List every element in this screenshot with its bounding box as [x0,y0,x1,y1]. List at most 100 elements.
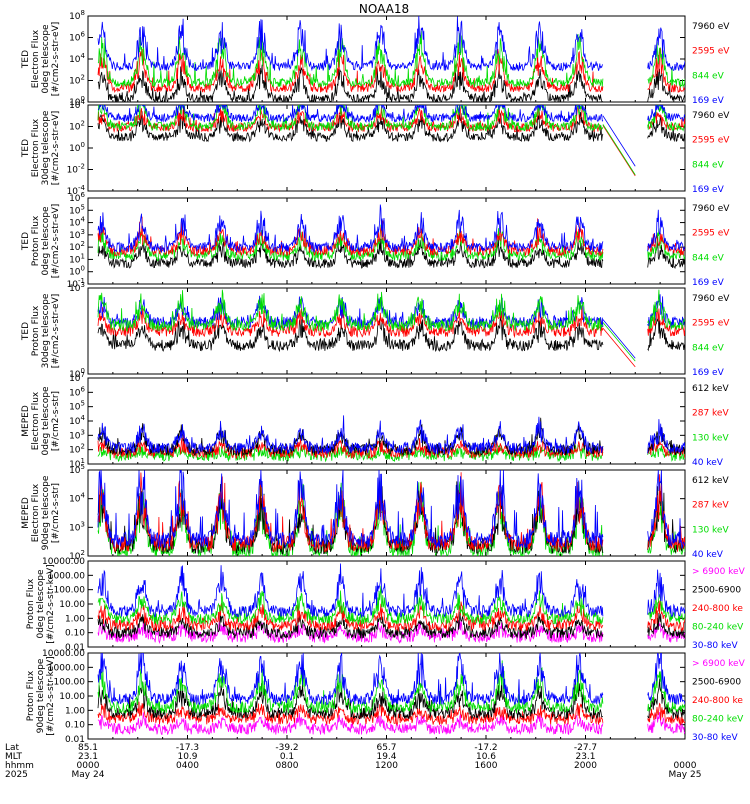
series-trace-7-5-2 [647,569,685,617]
x-tick-label: 0000 [674,761,697,771]
series-trace-3-1-2 [647,234,685,270]
y-axis-label: TED [21,322,31,341]
ytick-label: 100 [69,367,85,380]
y-axis-label: [#/cm2-s-str] [51,391,61,451]
x-tick-label: May 25 [669,770,702,780]
y-axis-label: Electron Flux [31,483,41,542]
ytick-label: 1.00 [65,614,85,624]
series-trace-8-2-2 [647,702,685,726]
legend-entry: 844 eV [692,71,725,81]
legend-entry: 169 eV [692,185,725,195]
ytick-label: 10.00 [59,600,85,610]
ytick-label: 100.00 [54,678,86,688]
ytick-label: 103 [69,228,85,241]
legend-entry: 844 eV [692,253,725,263]
gap-interpolation-line [602,125,636,177]
plot-title: NOAA18 [359,2,409,16]
legend-entry: 240-800 ke [692,604,743,614]
y-axis-label: Electron Flux [31,118,41,177]
y-axis-label: [#/cm2-s-str-eV] [51,204,61,279]
series-trace-3-1-1 [97,238,604,269]
y-axis-label: TED [21,139,31,158]
x-tick-label: 0400 [176,761,199,771]
x-tick-label: 1600 [475,761,498,771]
ytick-label: 10000.00 [42,649,85,659]
x-tick-label: -39.2 [275,743,298,753]
legend-entry: 612 keV [692,476,729,486]
ytick-label: 101 [69,457,85,470]
series-trace-3-4-1 [97,204,604,254]
x-tick-label: 23.1 [575,752,595,762]
ytick-label: 1.00 [65,706,85,716]
ytick-label: 102 [69,240,85,253]
gap-interpolation-line [602,115,636,167]
x-row-label: 2025 [5,770,28,780]
y-axis-label: [#/cm2-s-str-keV] [46,656,56,735]
series-trace-2-1-1 [97,106,604,143]
ytick-label: 100 [69,265,85,278]
x-tick-label: 85.1 [78,743,98,753]
ytick-label: 0.01 [65,735,85,745]
legend-entry: 80-240 keV [692,623,744,633]
series-trace-8-1-2 [647,712,685,735]
x-row-label: Lat [5,743,20,753]
ytick-label: 103 [69,281,85,294]
series-trace-3-3-2 [647,233,685,256]
x-tick-label: 0000 [77,761,100,771]
series-trace-3-2-1 [97,224,604,262]
series-trace-1-3-2 [647,42,685,89]
legend-entry: 7960 eV [692,294,730,304]
ytick-label: 106 [69,31,85,44]
y-axis-label: 0deg telescope [41,386,51,456]
ytick-label: 100.00 [54,586,86,596]
ytick-label: 104 [69,414,85,427]
series-trace-7-4-1 [97,585,604,626]
x-tick-label: -17.3 [176,743,199,753]
ytick-label: 104 [69,52,85,65]
y-axis-label: 30deg telescope [41,110,51,185]
series-trace-8-4-1 [97,660,604,715]
y-axis-label: [#/cm2-s-str-keV] [46,564,56,643]
series-trace-4-1-1 [97,312,604,353]
legend-entry: 2595 eV [692,136,730,146]
series-trace-2-1-2 [647,115,685,143]
y-axis-label: TED [21,50,31,69]
y-axis-label: [#/cm2-s-str-eV] [51,111,61,186]
series-trace-6-4-1 [97,470,604,549]
ytick-label: 105 [69,400,85,413]
x-tick-label: 0800 [276,761,299,771]
x-tick-label: -27.7 [574,743,597,753]
ytick-label: 0.10 [65,721,85,731]
gap-interpolation-line [602,322,636,362]
series-trace-2-3-2 [647,105,685,132]
x-row-label: MLT [5,752,23,762]
y-axis-label: [#/cm2-s-str] [51,483,61,543]
series-trace-2-3-1 [97,105,604,132]
series-trace-6-4-2 [647,470,685,549]
ytick-label: 10-4 [67,184,86,197]
legend-entry: 2595 eV [692,229,730,239]
ytick-label: 104 [69,98,85,111]
series-trace-8-5-1 [97,653,604,706]
legend-entry: 40 keV [692,550,724,560]
y-axis-label: [#/cm2-s-str-eV] [51,294,61,369]
y-axis-label: TED [21,232,31,251]
ytick-label: 101 [69,252,85,265]
legend-entry: 240-800 ke [692,696,743,706]
series-trace-5-4-2 [647,419,685,454]
series-trace-8-4-2 [647,671,685,714]
series-trace-1-4-2 [647,27,685,71]
x-tick-label: 0.1 [280,752,294,762]
series-trace-7-5-1 [97,563,604,619]
series-trace-1-2-2 [647,47,685,94]
ytick-label: 103 [69,428,85,441]
ytick-label: 100 [69,141,85,154]
series-trace-4-1-2 [647,315,685,352]
x-tick-label: May 24 [72,770,105,780]
y-axis-label: Proton Flux [31,215,41,266]
legend-entry: 80-240 keV [692,715,744,725]
y-axis-label: 90deg telescope [41,475,51,550]
legend-entry: 7960 eV [692,22,730,32]
